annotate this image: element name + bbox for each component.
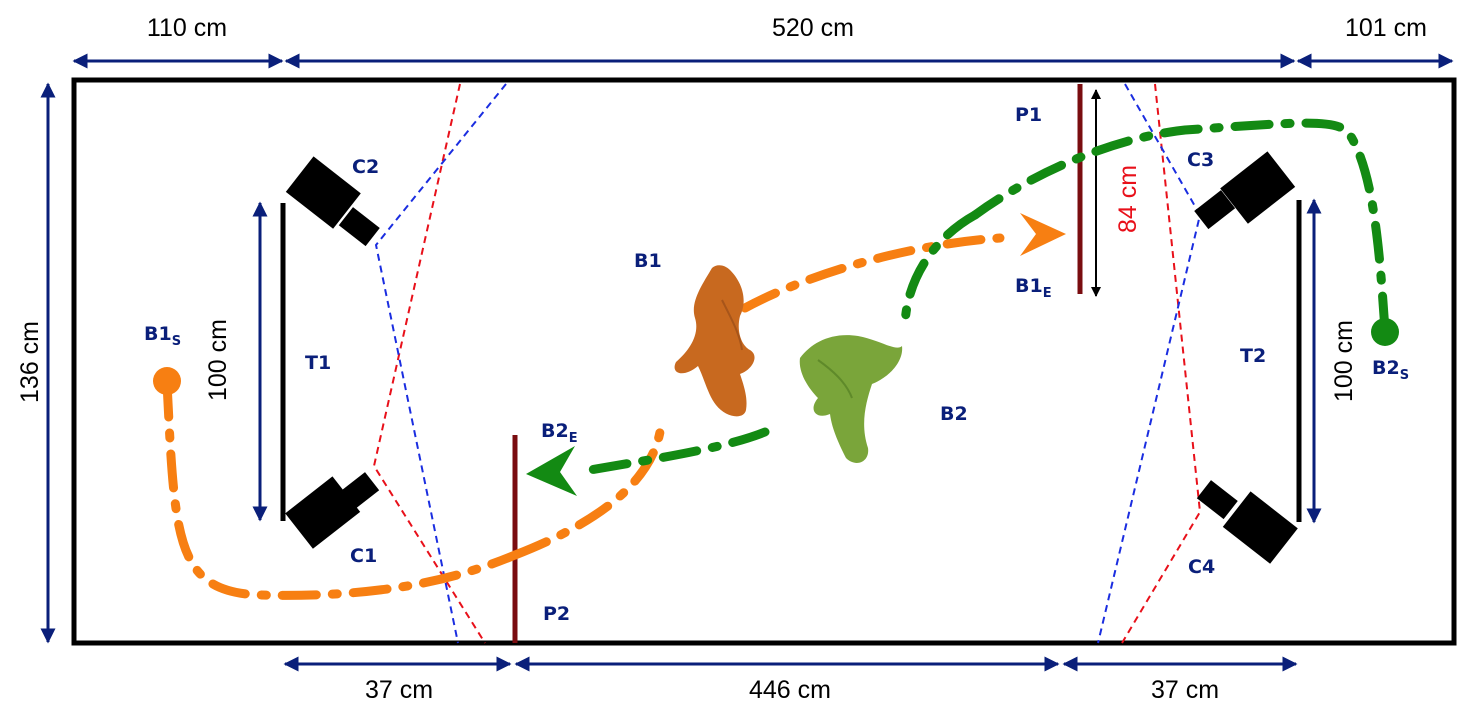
dim-label-bottom-left: 37 cm [365, 676, 433, 704]
label-c4: C4 [1188, 556, 1215, 578]
label-b1-start-sub: S [172, 334, 181, 349]
label-b1-end: B1E [1015, 275, 1052, 301]
fov-red-right [1121, 83, 1202, 644]
label-c2: C2 [352, 156, 379, 178]
dim-label-left-height: 136 cm [16, 321, 44, 403]
label-p2: P2 [543, 603, 570, 625]
dim-label-top-middle: 520 cm [772, 14, 854, 42]
fov-red-lines [372, 83, 1202, 644]
dim-label-bottom-middle: 446 cm [749, 676, 831, 704]
label-p1: P1 [1015, 104, 1042, 126]
fov-red-left [372, 83, 486, 644]
camera-c2-icon [285, 156, 380, 247]
label-b1-end-base: B1 [1015, 275, 1043, 297]
label-t1: T1 [305, 352, 331, 374]
label-c1: C1 [350, 545, 377, 567]
bird1-path-third [740, 233, 1005, 313]
bird1-silhouette-icon [674, 265, 755, 417]
camera-c3-icon [1194, 151, 1296, 230]
dim-label-p1: 84 cm [1114, 165, 1142, 233]
label-b2-start-base: B2 [1372, 357, 1400, 379]
dim-label-top-left: 110 cm [147, 14, 227, 42]
label-b1-end-sub: E [1043, 286, 1052, 301]
bird2-path-first [970, 118, 1390, 335]
bird1-path-second [510, 427, 665, 560]
label-b2-end: B2E [541, 420, 578, 446]
camera-c4-icon [1196, 480, 1298, 564]
label-b1: B1 [634, 250, 662, 272]
label-b1-start-base: B1 [144, 323, 172, 345]
bird2-path-second [900, 210, 980, 333]
label-b2-end-base: B2 [541, 420, 569, 442]
label-b2-end-sub: E [569, 431, 578, 446]
bird1-trajectory [162, 233, 1005, 600]
bird2-trajectory [585, 118, 1390, 475]
label-t2: T2 [1240, 345, 1266, 367]
label-b1-start: B1S [144, 323, 181, 349]
bird2-end-arrowhead [526, 446, 577, 496]
bird1-start-marker [153, 367, 181, 395]
label-b2-start-sub: S [1400, 368, 1409, 383]
dim-label-t2: 100 cm [1330, 320, 1358, 402]
bird1-path-first [162, 378, 520, 600]
dim-label-bottom-right: 37 cm [1151, 676, 1219, 704]
bird2-start-marker [1371, 318, 1399, 346]
enclosure-outline [71, 77, 1457, 646]
label-c3: C3 [1187, 149, 1214, 171]
bird2-silhouette-icon [799, 335, 903, 463]
label-b2: B2 [940, 403, 968, 425]
bird1-end-arrowhead [1020, 213, 1066, 256]
dim-label-t1: 100 cm [204, 319, 232, 401]
dim-label-top-right: 101 cm [1345, 14, 1427, 42]
camera-c1-icon [285, 472, 380, 549]
bird2-path-third [585, 427, 770, 475]
label-b2-start: B2S [1372, 357, 1409, 383]
fov-blue-left [374, 83, 507, 644]
